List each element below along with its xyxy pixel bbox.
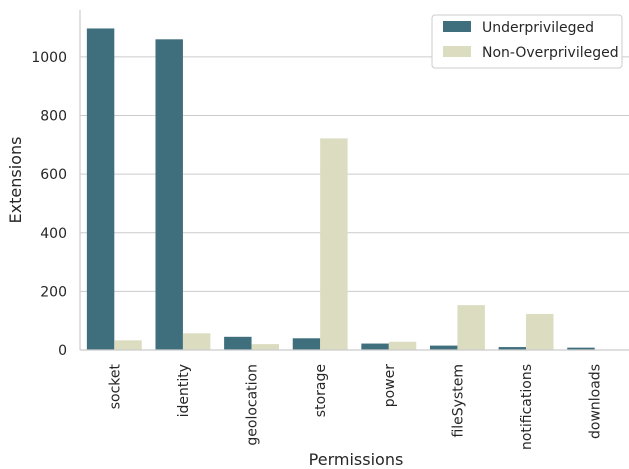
- y-tick-label: 200: [40, 284, 67, 300]
- bar-non-overprivileged-socket: [114, 340, 142, 350]
- bar-underprivileged-power: [361, 343, 389, 350]
- x-tick-label: power: [382, 364, 398, 408]
- bar-underprivileged-geolocation: [224, 336, 252, 350]
- bar-underprivileged-downloads: [567, 347, 595, 350]
- bar-non-overprivileged-storage: [320, 138, 348, 350]
- y-tick-label: 1000: [31, 50, 67, 66]
- bar-non-overprivileged-notifications: [526, 313, 554, 350]
- bar-underprivileged-filesystem: [429, 345, 458, 350]
- axes: 0 200 400 600 800 1000 socket identity geolocati…: [31, 10, 629, 450]
- x-tick-label: notifications: [519, 364, 535, 450]
- bars: [86, 28, 595, 351]
- legend-swatch-non-overprivileged: [443, 46, 471, 57]
- y-tick-label: 400: [40, 226, 67, 242]
- legend: Underprivileged Non-Overprivileged: [431, 14, 623, 69]
- legend-frame: [431, 14, 623, 69]
- bar-non-overprivileged-filesystem: [457, 305, 485, 350]
- x-tick-label: storage: [313, 364, 329, 417]
- bar-underprivileged-storage: [292, 338, 321, 350]
- x-axis-label: Permissions: [309, 450, 404, 469]
- y-tick-label: 800: [40, 109, 67, 125]
- bar-underprivileged-identity: [155, 39, 183, 351]
- bar-underprivileged-socket: [86, 28, 115, 351]
- legend-label-underprivileged: Underprivileged: [482, 20, 594, 36]
- legend-swatch-underprivileged: [443, 21, 471, 32]
- bar-underprivileged-notifications: [498, 347, 527, 350]
- legend-label-non-overprivileged: Non-Overprivileged: [482, 45, 619, 61]
- bar-non-overprivileged-power: [388, 341, 417, 350]
- bar-non-overprivileged-identity: [182, 333, 211, 350]
- y-tick-label: 600: [40, 167, 67, 183]
- x-tick-label: socket: [107, 364, 123, 410]
- x-tick-label: fileSystem: [450, 364, 466, 438]
- x-tick-label: downloads: [588, 364, 604, 439]
- x-tick-label: geolocation: [245, 364, 261, 446]
- y-tick-label: 0: [58, 343, 67, 359]
- x-tick-label: identity: [176, 364, 192, 417]
- bar-non-overprivileged-geolocation: [251, 344, 280, 350]
- y-axis-label: Extensions: [6, 137, 25, 224]
